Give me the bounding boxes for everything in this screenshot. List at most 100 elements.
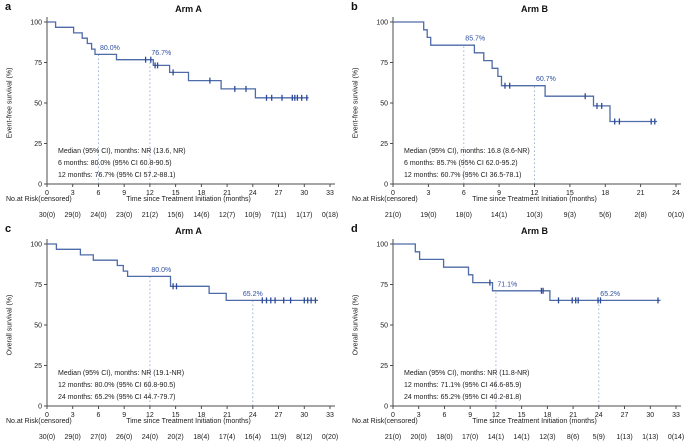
risk-table-label: No.at Risk(censored)	[352, 418, 418, 425]
risk-value: 14(1)	[488, 434, 504, 441]
risk-value: 2(8)	[634, 212, 646, 219]
panel-c: 0 25 50 75 100 0 3 6 9 12 15 18 21 24 27 30 33 80.0% 65.2%…	[0, 222, 346, 445]
x-tick-label: 30	[646, 412, 654, 419]
stats-line-timepoint-2: 12 months: 76.7% (95% CI 57.2-88.1)	[58, 172, 176, 179]
stats-line-timepoint-1: 6 months: 80.0% (95% CI 60.8-90.5)	[58, 160, 172, 167]
risk-value: 12(3)	[539, 434, 555, 441]
stats-line-timepoint-2: 12 months: 60.7% (95% CI 36.5-78.1)	[404, 172, 522, 179]
survival-curve	[47, 21, 309, 99]
risk-value: 30(0)	[39, 434, 55, 441]
y-tick-label: 0	[384, 404, 388, 411]
x-tick-label: 18	[198, 412, 206, 419]
x-tick-label: 12	[146, 190, 154, 197]
x-axis-label: Time since Treatment Initiation (months)	[126, 196, 251, 203]
y-tick-label: 75	[380, 60, 388, 67]
annotation-label: 71.1%	[497, 281, 517, 288]
x-tick-label: 15	[172, 412, 180, 419]
x-tick-label: 33	[672, 412, 680, 419]
x-tick-label: 0	[45, 190, 49, 197]
risk-value: 9(3)	[564, 212, 576, 219]
risk-value: 5(6)	[599, 212, 611, 219]
x-tick-label: 0	[391, 190, 395, 197]
panel-title: Arm B	[520, 226, 548, 236]
risk-value: 19(0)	[420, 212, 436, 219]
risk-value: 18(0)	[436, 434, 452, 441]
risk-value: 8(12)	[296, 434, 312, 441]
x-tick-label: 0	[391, 412, 395, 419]
x-tick-label: 24	[249, 412, 257, 419]
x-tick-label: 24	[672, 190, 680, 197]
panel-title: Arm A	[175, 226, 202, 236]
risk-value: 1(17)	[296, 212, 312, 219]
x-tick-label: 6	[462, 190, 466, 197]
y-axis-label: Overall survival (%)	[352, 294, 360, 356]
stats-block: Median (95% CI), months: NR (13.6, NR) 6…	[58, 146, 186, 182]
annotation-label: 65.2%	[600, 291, 620, 298]
y-tick-label: 75	[34, 60, 42, 67]
panel-letter: d	[351, 223, 358, 235]
risk-table-label: No.at Risk(censored)	[6, 418, 72, 425]
stats-block: Median (95% CI), months: 16.8 (8.6-NR) 6…	[404, 146, 530, 182]
km-plot-b: 0 25 50 75 100 0 3 6 9 12 15 18 21 24 85.7% 60.7% 21(0) 1…	[376, 17, 684, 219]
x-tick-label: 15	[518, 412, 526, 419]
y-tick-label: 100	[376, 242, 388, 249]
x-tick-label: 18	[601, 190, 609, 197]
x-tick-label: 12	[492, 412, 500, 419]
risk-table-label: No.at Risk(censored)	[352, 196, 418, 203]
risk-value: 27(0)	[90, 434, 106, 441]
x-tick-label: 30	[300, 412, 308, 419]
y-tick-label: 0	[38, 404, 42, 411]
risk-value: 17(4)	[219, 434, 235, 441]
risk-value: 20(2)	[167, 434, 183, 441]
panel-a: 0 25 50 75 100 0 3 6 9 12 15 18 21 24 27 30 33 80.0% 76.7%…	[0, 0, 346, 223]
x-tick-label: 24	[249, 190, 257, 197]
risk-value: 12(7)	[219, 212, 235, 219]
panel-letter: c	[5, 223, 12, 235]
y-tick-label: 25	[34, 363, 42, 370]
km-plot-a: 0 25 50 75 100 0 3 6 9 12 15 18 21 24 27 30 33 80.0% 76.7%…	[30, 17, 338, 219]
y-tick-label: 25	[380, 363, 388, 370]
y-tick-label: 100	[30, 242, 42, 249]
risk-value: 15(6)	[167, 212, 183, 219]
y-tick-label: 0	[38, 182, 42, 189]
risk-value: 21(0)	[385, 212, 401, 219]
risk-value: 1(13)	[642, 434, 658, 441]
stats-block: Median (95% CI), months: NR (11.8-NR) 12…	[404, 368, 530, 404]
x-tick-label: 24	[595, 412, 603, 419]
risk-value: 0(14)	[668, 434, 684, 441]
stats-line-median: Median (95% CI), months: NR (11.8-NR)	[404, 370, 530, 377]
panel-b: 0 25 50 75 100 0 3 6 9 12 15 18 21 24 85.7% 60.7% 21(0) 1…	[346, 0, 692, 223]
y-tick-label: 25	[380, 141, 388, 148]
annotation-label: 80.0%	[100, 45, 120, 52]
x-tick-label: 6	[443, 412, 447, 419]
y-axis-label: Event-free survival (%)	[6, 67, 14, 139]
risk-value: 21(2)	[142, 212, 158, 219]
risk-value: 17(0)	[462, 434, 478, 441]
y-axis-label: Event-free survival (%)	[352, 67, 360, 139]
annotation-label: 80.0%	[151, 267, 171, 274]
x-tick-label: 33	[326, 412, 334, 419]
risk-value: 1(13)	[616, 434, 632, 441]
risk-value: 24(0)	[90, 212, 106, 219]
stats-line-timepoint-1: 12 months: 80.0% (95% CI 60.8-90.5)	[58, 382, 176, 389]
survival-curve	[393, 21, 658, 123]
panel-d: 0 25 50 75 100 0 3 6 9 12 15 18 21 24 27 30 33 71.1% 65.2%…	[346, 222, 692, 445]
risk-value: 0(18)	[322, 212, 338, 219]
x-tick-label: 21	[223, 412, 231, 419]
y-tick-label: 50	[380, 101, 388, 108]
risk-value: 20(0)	[411, 434, 427, 441]
x-tick-label: 9	[468, 412, 472, 419]
risk-value: 23(0)	[116, 212, 132, 219]
risk-value: 29(0)	[65, 212, 81, 219]
x-axis-label: Time since Treatment Initiation (months)	[472, 196, 597, 203]
y-axis-label: Overall survival (%)	[6, 294, 14, 356]
y-tick-label: 75	[380, 282, 388, 289]
y-tick-label: 50	[380, 323, 388, 330]
stats-line-median: Median (95% CI), months: NR (19.1-NR)	[58, 370, 185, 377]
risk-value: 7(11)	[271, 212, 287, 219]
y-tick-label: 25	[34, 141, 42, 148]
x-tick-label: 3	[71, 412, 75, 419]
risk-value: 30(0)	[39, 212, 55, 219]
y-tick-label: 75	[34, 282, 42, 289]
